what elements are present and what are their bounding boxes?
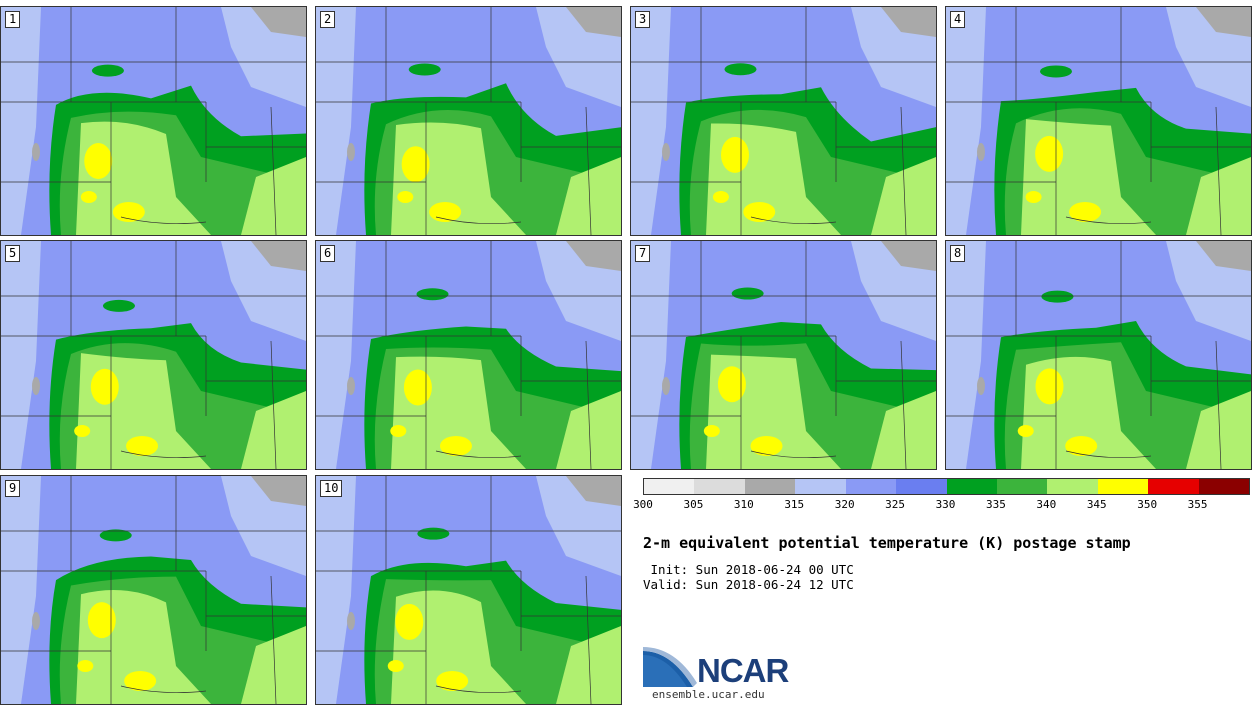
colorbar-tick-label: 320 xyxy=(834,498,855,511)
theta-e-map xyxy=(316,241,621,469)
init-time: Init: Sun 2018-06-24 00 UTC xyxy=(643,562,854,577)
colorbar-tick-label: 315 xyxy=(784,498,805,511)
colorbar-segment xyxy=(694,479,745,494)
colorbar-segment xyxy=(1097,479,1149,494)
member-number-label: 3 xyxy=(635,11,651,28)
member-number-label: 9 xyxy=(5,480,21,497)
colorbar-segment xyxy=(644,479,695,494)
colorbar-segment xyxy=(845,479,897,494)
colorbar-segment xyxy=(1148,479,1199,494)
ensemble-member-panel-2[interactable]: 2 xyxy=(315,6,622,236)
colorbar-segment xyxy=(1047,479,1098,494)
colorbar-tick-label: 300 xyxy=(633,498,653,511)
theta-e-map xyxy=(946,241,1251,469)
colorbar-tick-label: 345 xyxy=(1086,498,1107,511)
colorbar-segment xyxy=(1198,479,1250,494)
ensemble-member-panel-10[interactable]: 10 xyxy=(315,475,622,705)
theta-e-map xyxy=(946,7,1251,235)
ncar-logo-icon[interactable] xyxy=(643,647,793,691)
theta-e-map xyxy=(631,241,936,469)
member-number-label: 10 xyxy=(320,480,343,497)
ensemble-member-panel-7[interactable]: 7 xyxy=(630,240,937,470)
logo-text: NCAR xyxy=(697,652,789,689)
member-number-label: 6 xyxy=(320,245,336,262)
theta-e-map xyxy=(1,241,306,469)
valid-time: Valid: Sun 2018-06-24 12 UTC xyxy=(643,577,854,592)
colorbar-tick-label: 305 xyxy=(683,498,704,511)
theta-e-map xyxy=(316,476,621,704)
logo-url[interactable]: ensemble.ucar.edu xyxy=(652,688,765,701)
ensemble-member-panel-4[interactable]: 4 xyxy=(945,6,1252,236)
theta-e-map xyxy=(1,7,306,235)
colorbar-segment xyxy=(896,479,947,494)
colorbar-tick-label: 340 xyxy=(1036,498,1057,511)
colorbar-tick-label: 330 xyxy=(935,498,956,511)
colorbar-tick-label: 350 xyxy=(1137,498,1158,511)
theta-e-map xyxy=(631,7,936,235)
page-title: 2-m equivalent potential temperature (K)… xyxy=(643,534,1131,552)
member-number-label: 4 xyxy=(950,11,966,28)
theta-e-map xyxy=(316,7,621,235)
member-number-label: 5 xyxy=(5,245,21,262)
ensemble-member-panel-6[interactable]: 6 xyxy=(315,240,622,470)
colorbar-tick-label: 310 xyxy=(733,498,754,511)
colorbar-segment xyxy=(946,479,997,494)
colorbar-segment xyxy=(744,479,796,494)
colorbar-tick-label: 325 xyxy=(885,498,906,511)
ensemble-member-panel-5[interactable]: 5 xyxy=(0,240,307,470)
ensemble-member-panel-3[interactable]: 3 xyxy=(630,6,937,236)
ensemble-member-panel-9[interactable]: 9 xyxy=(0,475,307,705)
ensemble-member-panel-8[interactable]: 8 xyxy=(945,240,1252,470)
member-number-label: 2 xyxy=(320,11,336,28)
colorbar xyxy=(643,478,1250,495)
colorbar-segment xyxy=(795,479,846,494)
theta-e-map xyxy=(1,476,306,704)
member-number-label: 8 xyxy=(950,245,966,262)
colorbar-segment xyxy=(996,479,1048,494)
colorbar-tick-label: 355 xyxy=(1187,498,1208,511)
ensemble-member-panel-1[interactable]: 1 xyxy=(0,6,307,236)
member-number-label: 7 xyxy=(635,245,651,262)
colorbar-tick-label: 335 xyxy=(985,498,1006,511)
member-number-label: 1 xyxy=(5,11,21,28)
